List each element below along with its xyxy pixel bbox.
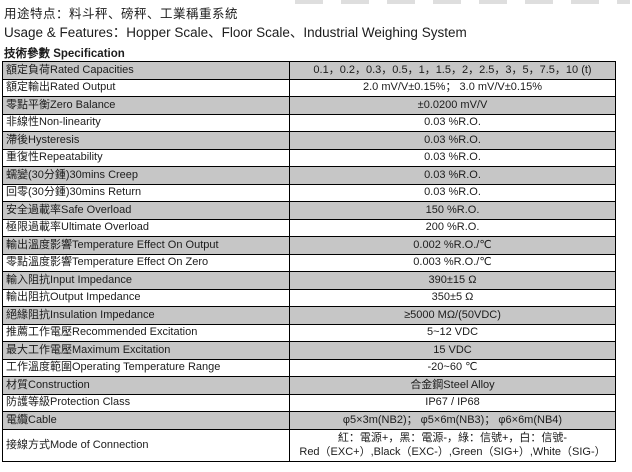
- table-row: 電纜Cable φ5×3m(NB2)； φ5×6m(NB3)； φ6×6m(NB4…: [2, 411, 616, 430]
- table-row: 工作溫度範圍Operating Temperature Range -20~60 …: [2, 358, 616, 377]
- table-row: 極限過載率Ultimate Overload 200 %R.O.: [2, 218, 616, 237]
- spec-label: 絕緣阻抗Insulation Impedance: [2, 306, 290, 325]
- spec-label: 輸入阻抗Input Impedance: [2, 271, 290, 290]
- scan-artifact: [295, 0, 630, 4]
- spec-label: 額定輸出Rated Output: [2, 78, 290, 97]
- usage-features-line-en: Usage & Features：Hopper Scale、Floor Scal…: [4, 25, 467, 40]
- table-row: 輸入阻抗Input Impedance 390±15 Ω: [2, 271, 616, 290]
- table-row: 輸出阻抗Output Impedance 350±5 Ω: [2, 288, 616, 307]
- spec-label: 重復性Repeatability: [2, 148, 290, 167]
- spec-label: 輸出阻抗Output Impedance: [2, 288, 290, 307]
- spec-value: 0.03 %R.O.: [289, 148, 616, 167]
- spec-value: 合金鋼Steel Alloy: [289, 376, 616, 395]
- spec-label: 最大工作電壓Maximum Excitation: [2, 341, 290, 360]
- spec-value: 0.1，0.2，0.3，0.5，1，1.5，2，2.5，3，5，7.5，10 (…: [289, 61, 616, 80]
- spec-value: 0.002 %R.O./℃: [289, 236, 616, 255]
- table-row: 材質Construction 合金鋼Steel Alloy: [2, 376, 616, 395]
- spec-label: 蠕變(30分鍾)30mins Creep: [2, 166, 290, 185]
- spec-label: 電纜Cable: [2, 411, 290, 430]
- table-row: 零點溫度影響Temperature Effect On Zero 0.003 %R…: [2, 253, 616, 272]
- table-row: 回零(30分鍾)30mins Return 0.03 %R.O.: [2, 183, 616, 202]
- spec-value: 0.003 %R.O./℃: [289, 253, 616, 272]
- spec-label: 材質Construction: [2, 376, 290, 395]
- spec-label: 輸出溫度影響Temperature Effect On Output: [2, 236, 290, 255]
- spec-label: 防護等級Protection Class: [2, 393, 290, 412]
- spec-label: 工作溫度範圍Operating Temperature Range: [2, 358, 290, 377]
- table-row: 額定負荷Rated Capacities 0.1，0.2，0.3，0.5，1，1.…: [2, 61, 616, 80]
- specification-table: 額定負荷Rated Capacities 0.1，0.2，0.3，0.5，1，1.…: [2, 61, 616, 462]
- usage-features-line-zh: 用途特点：料斗秤、磅秤、工業稱重系統: [4, 7, 239, 21]
- spec-section-title: 技術參數 Specification: [4, 48, 125, 60]
- spec-value: 2.0 mV/V±0.15%； 3.0 mV/V±0.15%: [289, 78, 616, 97]
- table-row: 安全過載率Safe Overload 150 %R.O.: [2, 201, 616, 220]
- spec-value: 150 %R.O.: [289, 201, 616, 220]
- spec-label: 推薦工作電壓Recommended Excitation: [2, 323, 290, 342]
- spec-value: 0.03 %R.O.: [289, 113, 616, 132]
- spec-value: 390±15 Ω: [289, 271, 616, 290]
- spec-label: 零點溫度影響Temperature Effect On Zero: [2, 253, 290, 272]
- spec-value: φ5×3m(NB2)； φ5×6m(NB3)； φ6×6m(NB4): [289, 411, 616, 430]
- spec-value: 200 %R.O.: [289, 218, 616, 237]
- spec-value: 15 VDC: [289, 341, 616, 360]
- table-row: 蠕變(30分鍾)30mins Creep 0.03 %R.O.: [2, 166, 616, 185]
- table-row: 輸出溫度影響Temperature Effect On Output 0.002 …: [2, 236, 616, 255]
- spec-label: 安全過載率Safe Overload: [2, 201, 290, 220]
- spec-label: 接線方式Mode of Connection: [2, 428, 290, 462]
- table-row: 非線性Non-linearity 0.03 %R.O.: [2, 113, 616, 132]
- spec-label: 回零(30分鍾)30mins Return: [2, 183, 290, 202]
- spec-value: 0.03 %R.O.: [289, 131, 616, 150]
- spec-value: IP67 / IP68: [289, 393, 616, 412]
- table-row: 零點平衡Zero Balance ±0.0200 mV/V: [2, 96, 616, 115]
- spec-value: ≥5000 MΩ/(50VDC): [289, 306, 616, 325]
- spec-label: 極限過載率Ultimate Overload: [2, 218, 290, 237]
- spec-value: 0.03 %R.O.: [289, 183, 616, 202]
- spec-value: ±0.0200 mV/V: [289, 96, 616, 115]
- table-row: 重復性Repeatability 0.03 %R.O.: [2, 148, 616, 167]
- table-row: 接線方式Mode of Connection 紅：電源+，黑：電源-，綠：信號+，…: [2, 428, 616, 462]
- spec-value: 0.03 %R.O.: [289, 166, 616, 185]
- table-row: 絕緣阻抗Insulation Impedance ≥5000 MΩ/(50VDC): [2, 306, 616, 325]
- spec-label: 額定負荷Rated Capacities: [2, 61, 290, 80]
- table-row: 推薦工作電壓Recommended Excitation 5~12 VDC: [2, 323, 616, 342]
- table-row: 最大工作電壓Maximum Excitation 15 VDC: [2, 341, 616, 360]
- table-row: 防護等級Protection Class IP67 / IP68: [2, 393, 616, 412]
- spec-label: 非線性Non-linearity: [2, 113, 290, 132]
- table-row: 額定輸出Rated Output 2.0 mV/V±0.15%； 3.0 mV/V…: [2, 78, 616, 97]
- table-row: 滯後Hysteresis 0.03 %R.O.: [2, 131, 616, 150]
- spec-value: 5~12 VDC: [289, 323, 616, 342]
- spec-value: 紅：電源+，黑：電源-，綠：信號+，白：信號- Red（EXC+）,Black（…: [289, 428, 616, 462]
- spec-label: 零點平衡Zero Balance: [2, 96, 290, 115]
- spec-value: -20~60 ℃: [289, 358, 616, 377]
- spec-value: 350±5 Ω: [289, 288, 616, 307]
- specification-table-body: 額定負荷Rated Capacities 0.1，0.2，0.3，0.5，1，1.…: [2, 61, 616, 462]
- spec-label: 滯後Hysteresis: [2, 131, 290, 150]
